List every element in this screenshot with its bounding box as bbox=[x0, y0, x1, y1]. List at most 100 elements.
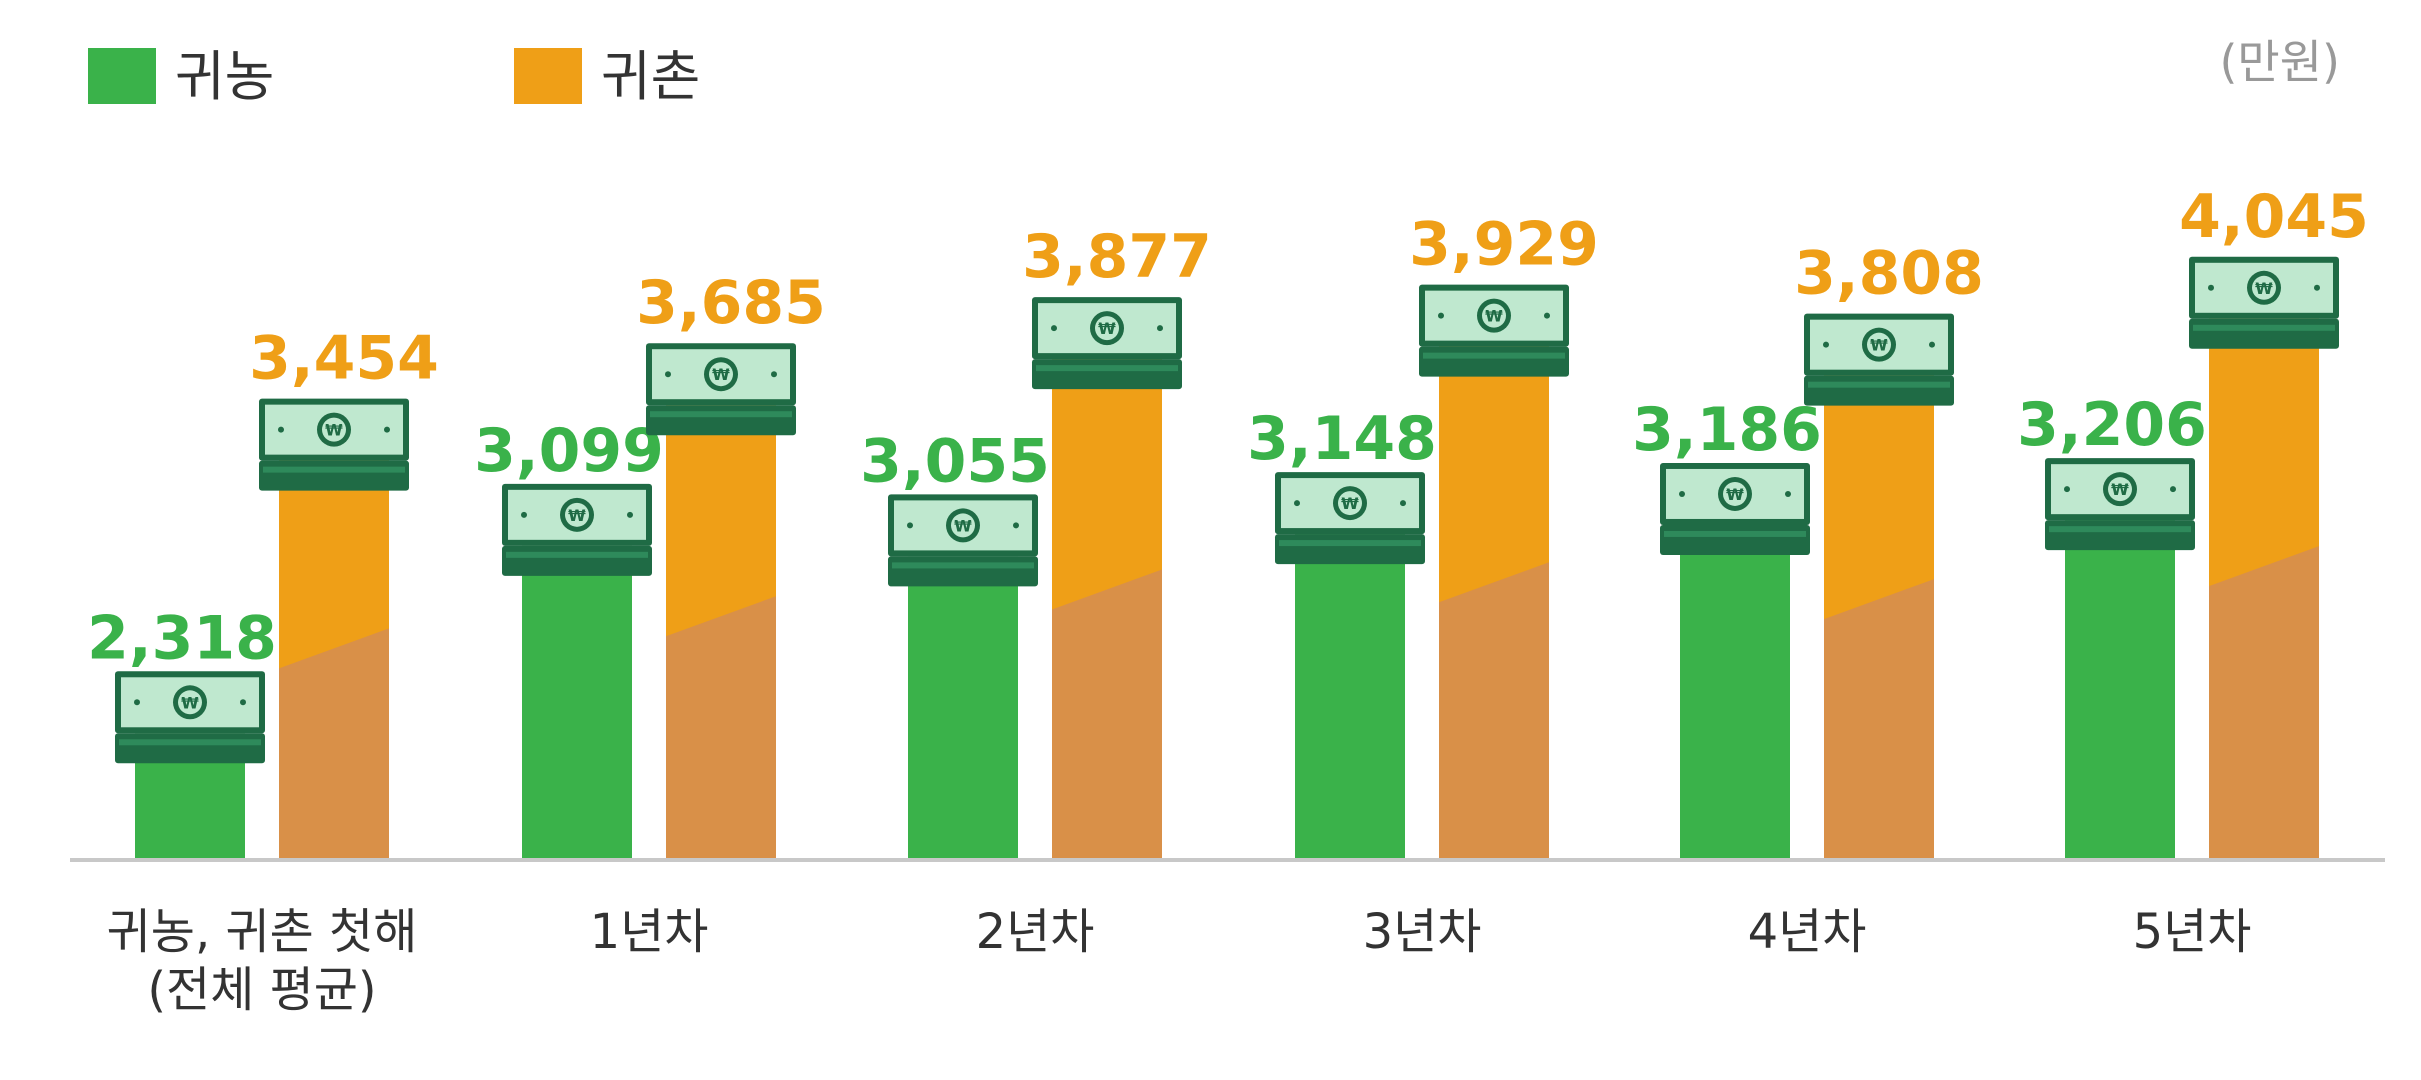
won-coin-inner bbox=[1867, 332, 1891, 357]
money-stack-base bbox=[1804, 375, 1954, 406]
money-stack-band bbox=[1036, 365, 1178, 372]
x-tick-label: 3년차 bbox=[1363, 904, 1482, 960]
money-stack-band bbox=[892, 562, 1034, 569]
bars-layer: ₩2,318 ₩3,454 ₩3,099 ₩3,685 ₩3,055 ₩3,877 ₩3,1… bbox=[87, 182, 2369, 860]
money-dot-left bbox=[665, 371, 671, 378]
value-label-gwichon: 3,877 bbox=[1022, 222, 1212, 292]
money-dot-left bbox=[2208, 284, 2214, 291]
won-symbol: ₩ bbox=[1098, 319, 1116, 338]
money-stack-band bbox=[1279, 540, 1421, 547]
legend-swatch-gwichon bbox=[514, 48, 582, 104]
won-symbol: ₩ bbox=[1485, 307, 1503, 326]
money-dot-left bbox=[278, 426, 284, 433]
money-dot-right bbox=[1785, 490, 1791, 497]
legend: 귀농 귀촌 bbox=[88, 45, 700, 108]
won-symbol: ₩ bbox=[712, 365, 730, 384]
money-stack-band bbox=[263, 466, 405, 473]
money-stack-base bbox=[1660, 524, 1810, 555]
bar-gwichon-shade bbox=[2209, 546, 2319, 860]
money-dot-right bbox=[1929, 341, 1935, 348]
won-coin-inner bbox=[951, 513, 975, 538]
money-stack-icon: ₩ bbox=[1032, 297, 1182, 390]
won-coin-inner bbox=[178, 690, 202, 715]
money-stack-icon: ₩ bbox=[888, 494, 1038, 587]
money-dot-left bbox=[1051, 325, 1057, 332]
money-dot-right bbox=[1400, 500, 1406, 507]
money-stack-icon: ₩ bbox=[259, 398, 409, 491]
value-label-gwichon: 3,929 bbox=[1409, 210, 1599, 280]
x-tick-label: 5년차 bbox=[2133, 904, 2252, 960]
value-label-gwichon: 3,685 bbox=[636, 268, 826, 338]
value-label-gwinong: 3,055 bbox=[860, 426, 1050, 496]
money-stack-icon: ₩ bbox=[646, 343, 796, 436]
x-tick-label: 2년차 bbox=[976, 904, 1095, 960]
value-label-gwichon: 3,454 bbox=[249, 324, 439, 394]
won-coin-inner bbox=[1095, 316, 1119, 341]
money-dot-left bbox=[1679, 490, 1685, 497]
money-stack-icon: ₩ bbox=[1804, 313, 1954, 406]
bar-gwichon-shade bbox=[666, 596, 776, 860]
money-dot-left bbox=[1438, 312, 1444, 319]
won-symbol: ₩ bbox=[568, 506, 586, 525]
bar-gwinong bbox=[908, 556, 1018, 860]
won-coin-inner bbox=[1338, 491, 1362, 516]
bar-gwinong bbox=[1295, 534, 1405, 860]
bar-gwichon-shade bbox=[1439, 562, 1549, 860]
money-stack-base bbox=[1032, 359, 1182, 390]
money-stack-band bbox=[1423, 352, 1565, 359]
money-dot-right bbox=[1544, 312, 1550, 319]
bar-gwichon-shade bbox=[1824, 579, 1934, 860]
won-symbol: ₩ bbox=[1870, 336, 1888, 355]
won-coin-inner bbox=[565, 502, 589, 527]
won-symbol: ₩ bbox=[1726, 485, 1744, 504]
value-label-gwinong: 3,186 bbox=[1632, 395, 1822, 465]
legend-label-gwichon: 귀촌 bbox=[601, 45, 700, 108]
x-tick-label: 귀농, 귀촌 첫해 bbox=[107, 904, 418, 960]
money-stack-icon: ₩ bbox=[1275, 472, 1425, 565]
won-coin-inner bbox=[1723, 481, 1747, 506]
money-dot-right bbox=[627, 511, 633, 518]
money-dot-right bbox=[384, 426, 390, 433]
money-stack-base bbox=[115, 733, 265, 764]
won-symbol: ₩ bbox=[2255, 279, 2273, 298]
money-dot-right bbox=[2170, 486, 2176, 493]
legend-swatch-gwinong bbox=[88, 48, 156, 104]
bar-gwichon-shade bbox=[279, 628, 389, 860]
x-tick-label: 4년차 bbox=[1748, 904, 1867, 960]
money-stack-band bbox=[119, 739, 261, 746]
x-tick-label: (전체 평균) bbox=[147, 962, 376, 1018]
money-dot-left bbox=[1823, 341, 1829, 348]
money-dot-left bbox=[134, 699, 140, 706]
money-stack-icon: ₩ bbox=[2189, 256, 2339, 349]
won-symbol: ₩ bbox=[1341, 494, 1359, 513]
unit-label: (만원) bbox=[2219, 35, 2340, 89]
bar-gwichon-shade bbox=[1052, 569, 1162, 860]
x-axis-ticks: 귀농, 귀촌 첫해(전체 평균) 1년차 2년차 3년차 4년차 5년차 bbox=[107, 904, 2252, 1018]
money-dot-right bbox=[1157, 325, 1163, 332]
value-label-gwinong: 2,318 bbox=[87, 603, 277, 673]
won-coin-inner bbox=[1482, 303, 1506, 328]
money-dot-right bbox=[240, 699, 246, 706]
money-stack-base bbox=[888, 556, 1038, 587]
money-dot-right bbox=[1013, 522, 1019, 529]
value-label-gwichon: 3,808 bbox=[1794, 239, 1984, 309]
won-coin-inner bbox=[2252, 275, 2276, 300]
bar-gwinong bbox=[1680, 524, 1790, 860]
money-stack-base bbox=[1419, 346, 1569, 377]
money-stack-base bbox=[259, 460, 409, 491]
money-dot-left bbox=[2064, 486, 2070, 493]
money-stack-base bbox=[2189, 318, 2339, 349]
money-stack-band bbox=[1664, 530, 1806, 537]
money-stack-icon: ₩ bbox=[2045, 458, 2195, 551]
bar-gwinong bbox=[2065, 520, 2175, 860]
value-label-gwinong: 3,099 bbox=[474, 416, 664, 486]
money-stack-icon: ₩ bbox=[1419, 284, 1569, 377]
money-stack-band bbox=[2049, 526, 2191, 533]
won-coin-inner bbox=[322, 417, 346, 442]
money-stack-icon: ₩ bbox=[115, 671, 265, 764]
bar-gwinong bbox=[522, 545, 632, 860]
money-dot-left bbox=[907, 522, 913, 529]
money-stack-band bbox=[1808, 381, 1950, 388]
money-dot-left bbox=[521, 511, 527, 518]
